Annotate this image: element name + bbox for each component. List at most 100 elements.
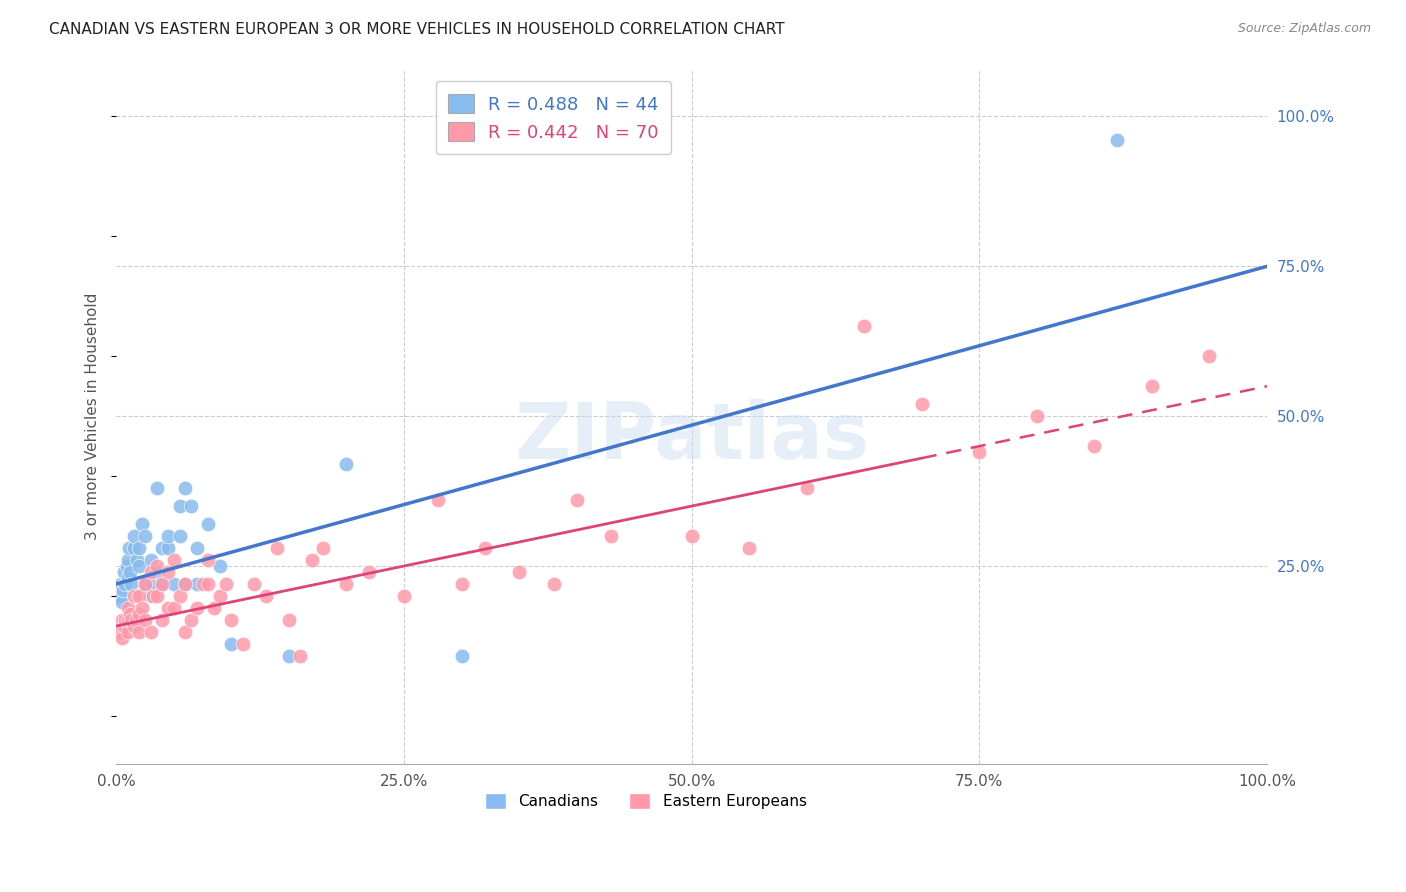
Point [117, 613, 139, 627]
Point [118, 541, 141, 555]
Point [197, 517, 219, 532]
Point [112, 619, 135, 633]
Point [131, 601, 153, 615]
Point [145, 565, 167, 579]
Point [277, 613, 299, 627]
Point [122, 589, 145, 603]
Point [150, 541, 173, 555]
Point [163, 577, 186, 591]
Point [108, 589, 131, 603]
Point [301, 553, 323, 567]
Text: CANADIAN VS EASTERN EUROPEAN 3 OR MORE VEHICLES IN HOUSEHOLD CORRELATION CHART: CANADIAN VS EASTERN EUROPEAN 3 OR MORE V… [49, 22, 785, 37]
Point [232, 637, 254, 651]
Point [221, 613, 243, 627]
Point [174, 481, 197, 495]
Point [139, 577, 162, 591]
Point [243, 577, 266, 591]
Point [174, 577, 197, 591]
Point [142, 589, 165, 603]
Point [197, 553, 219, 567]
Point [796, 481, 818, 495]
Point [110, 577, 132, 591]
Point [114, 613, 136, 627]
Point [111, 631, 134, 645]
Point [738, 541, 761, 555]
Point [122, 541, 145, 555]
Point [359, 565, 381, 579]
Point [117, 571, 139, 585]
Point [117, 601, 139, 615]
Point [108, 624, 131, 639]
Point [312, 541, 335, 555]
Point [508, 565, 530, 579]
Point [150, 577, 173, 591]
Point [266, 541, 288, 555]
Point [1083, 439, 1105, 453]
Point [128, 589, 150, 603]
Point [117, 624, 139, 639]
Point [134, 577, 156, 591]
Point [214, 577, 236, 591]
Point [134, 577, 156, 591]
Point [150, 613, 173, 627]
Point [128, 624, 150, 639]
Point [134, 613, 156, 627]
Point [277, 648, 299, 663]
Point [122, 619, 145, 633]
Point [180, 613, 202, 627]
Point [111, 613, 134, 627]
Point [120, 607, 142, 621]
Point [125, 613, 148, 627]
Point [186, 601, 208, 615]
Point [157, 541, 180, 555]
Point [112, 565, 135, 579]
Point [111, 595, 134, 609]
Point [450, 577, 472, 591]
Point [134, 529, 156, 543]
Point [112, 582, 135, 597]
Point [163, 601, 186, 615]
Point [335, 577, 357, 591]
Point [911, 397, 934, 411]
Point [191, 577, 214, 591]
Text: Source: ZipAtlas.com: Source: ZipAtlas.com [1237, 22, 1371, 36]
Point [681, 529, 703, 543]
Point [125, 553, 148, 567]
Text: ZIPatlas: ZIPatlas [515, 399, 869, 475]
Point [1198, 349, 1220, 363]
Point [254, 589, 277, 603]
Point [392, 589, 415, 603]
Point [202, 601, 225, 615]
Y-axis label: 3 or more Vehicles in Household: 3 or more Vehicles in Household [86, 293, 100, 540]
Point [163, 553, 186, 567]
Point [335, 457, 357, 471]
Point [969, 445, 991, 459]
Point [853, 319, 876, 334]
Point [1140, 379, 1163, 393]
Point [1107, 133, 1129, 147]
Point [139, 565, 162, 579]
Point [169, 589, 191, 603]
Point [128, 607, 150, 621]
Legend: Canadians, Eastern Europeans: Canadians, Eastern Europeans [478, 787, 813, 815]
Point [543, 577, 565, 591]
Point [186, 541, 208, 555]
Point [131, 517, 153, 532]
Point [474, 541, 496, 555]
Point [139, 624, 162, 639]
Point [427, 493, 450, 508]
Point [139, 589, 162, 603]
Point [128, 559, 150, 574]
Point [180, 499, 202, 513]
Point [145, 589, 167, 603]
Point [186, 577, 208, 591]
Point [157, 565, 180, 579]
Point [120, 565, 142, 579]
Point [174, 624, 197, 639]
Point [565, 493, 588, 508]
Point [169, 529, 191, 543]
Point [208, 589, 231, 603]
Point [117, 553, 139, 567]
Point [290, 648, 312, 663]
Point [115, 559, 138, 574]
